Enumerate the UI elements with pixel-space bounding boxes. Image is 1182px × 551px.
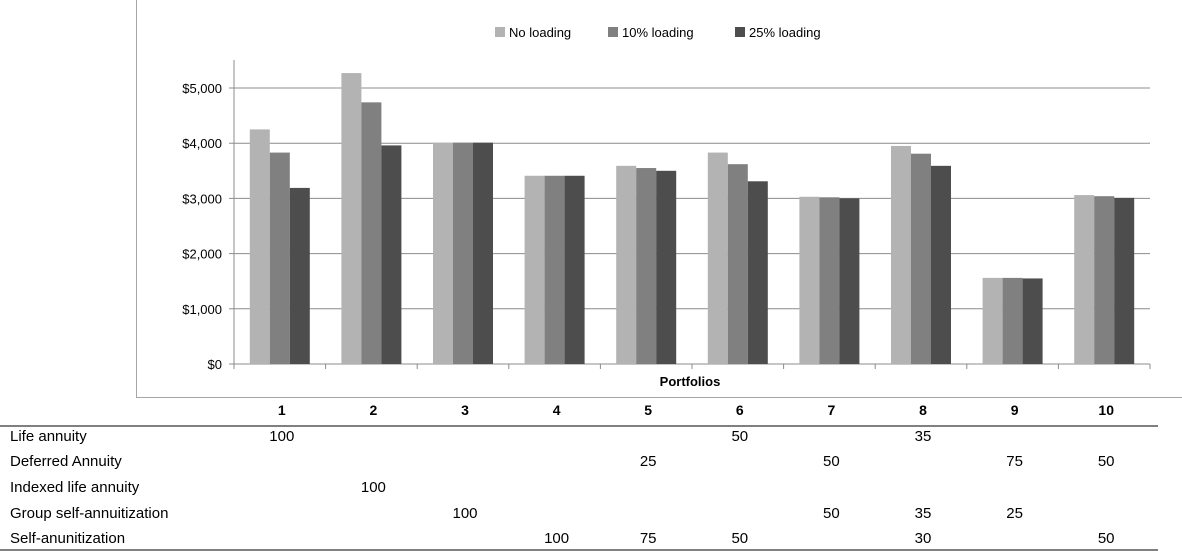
table-cell: 50	[1098, 453, 1115, 470]
table-cell: 50	[731, 428, 748, 445]
table-col-header: 5	[644, 402, 652, 418]
table-cell: 25	[1006, 505, 1023, 522]
table-col-header: 9	[1011, 402, 1019, 418]
legend-label-3: 25% loading	[749, 25, 821, 40]
table-cell: 100	[269, 428, 294, 445]
y-tick-label: $2,000	[182, 247, 222, 262]
bar-2-2	[361, 102, 382, 365]
table-cell: 35	[915, 505, 932, 522]
table-cell: 75	[1006, 453, 1023, 470]
bar-2-4	[544, 175, 565, 364]
bar-2-7	[819, 197, 840, 364]
table-col-header: 8	[919, 402, 927, 418]
bar-2-1	[269, 152, 290, 364]
table-col-header: 10	[1098, 402, 1114, 418]
bar-3-10	[1114, 197, 1135, 364]
bar-3-4	[564, 175, 585, 364]
legend-swatch-2	[608, 27, 618, 37]
bar-3-9	[1022, 278, 1043, 364]
table-cell: 100	[452, 505, 477, 522]
bar-1-4	[524, 175, 545, 364]
legend-swatch-3	[735, 27, 745, 37]
bar-1-7	[799, 196, 820, 364]
bar-1-2	[341, 73, 362, 364]
bar-1-3	[433, 142, 453, 364]
table-col-header: 3	[461, 402, 469, 418]
bar-3-8	[931, 165, 951, 364]
table-col-header: 7	[828, 402, 836, 418]
bar-3-3	[473, 142, 493, 364]
bar-2-6	[727, 164, 748, 364]
table-cell: 100	[361, 479, 386, 496]
table-cell: 75	[640, 530, 657, 547]
chart-area	[136, 0, 1182, 398]
bar-2-5	[636, 168, 657, 364]
table-row-label: Life annuity	[10, 428, 87, 445]
table-cell: 50	[823, 453, 840, 470]
bar-2-3	[453, 142, 473, 364]
bar-2-8	[911, 153, 931, 364]
table-cell: 50	[1098, 530, 1115, 547]
table-cell: 50	[823, 505, 840, 522]
table-row-label: Self-anunitization	[10, 530, 125, 547]
table-cell: 50	[731, 530, 748, 547]
legend-swatch-1	[495, 27, 505, 37]
bar-3-7	[839, 198, 860, 364]
bar-3-6	[747, 181, 768, 364]
table-cell: 25	[640, 453, 657, 470]
bar-1-1	[249, 129, 270, 364]
legend-label-1: No loading	[509, 25, 571, 40]
bar-3-2	[381, 145, 402, 364]
bar-1-8	[891, 145, 911, 364]
bar-1-9	[982, 277, 1003, 364]
legend-label-2: 10% loading	[622, 25, 694, 40]
table-col-header: 2	[370, 402, 378, 418]
table-row-label: Deferred Annuity	[10, 453, 122, 470]
y-tick-label: $0	[208, 357, 222, 372]
bar-3-1	[289, 187, 310, 364]
bar-1-6	[707, 152, 728, 364]
x-axis-title: Portfolios	[660, 374, 721, 389]
y-tick-label: $5,000	[182, 81, 222, 96]
table-col-header: 4	[553, 402, 561, 418]
table-cell: 30	[915, 530, 932, 547]
y-tick-label: $3,000	[182, 191, 222, 206]
table-col-header: 1	[278, 402, 286, 418]
table-col-header: 6	[736, 402, 744, 418]
table-cell: 35	[915, 428, 932, 445]
y-tick-label: $4,000	[182, 136, 222, 151]
table-row-label: Group self-annuitization	[10, 505, 168, 522]
table-cell: 100	[544, 530, 569, 547]
y-tick-label: $1,000	[182, 302, 222, 317]
table-row-label: Indexed life annuity	[10, 479, 140, 496]
bar-3-5	[656, 170, 677, 364]
bar-2-10	[1094, 196, 1115, 364]
bar-1-10	[1074, 195, 1095, 364]
bar-1-5	[616, 165, 637, 364]
bar-2-9	[1002, 277, 1023, 364]
